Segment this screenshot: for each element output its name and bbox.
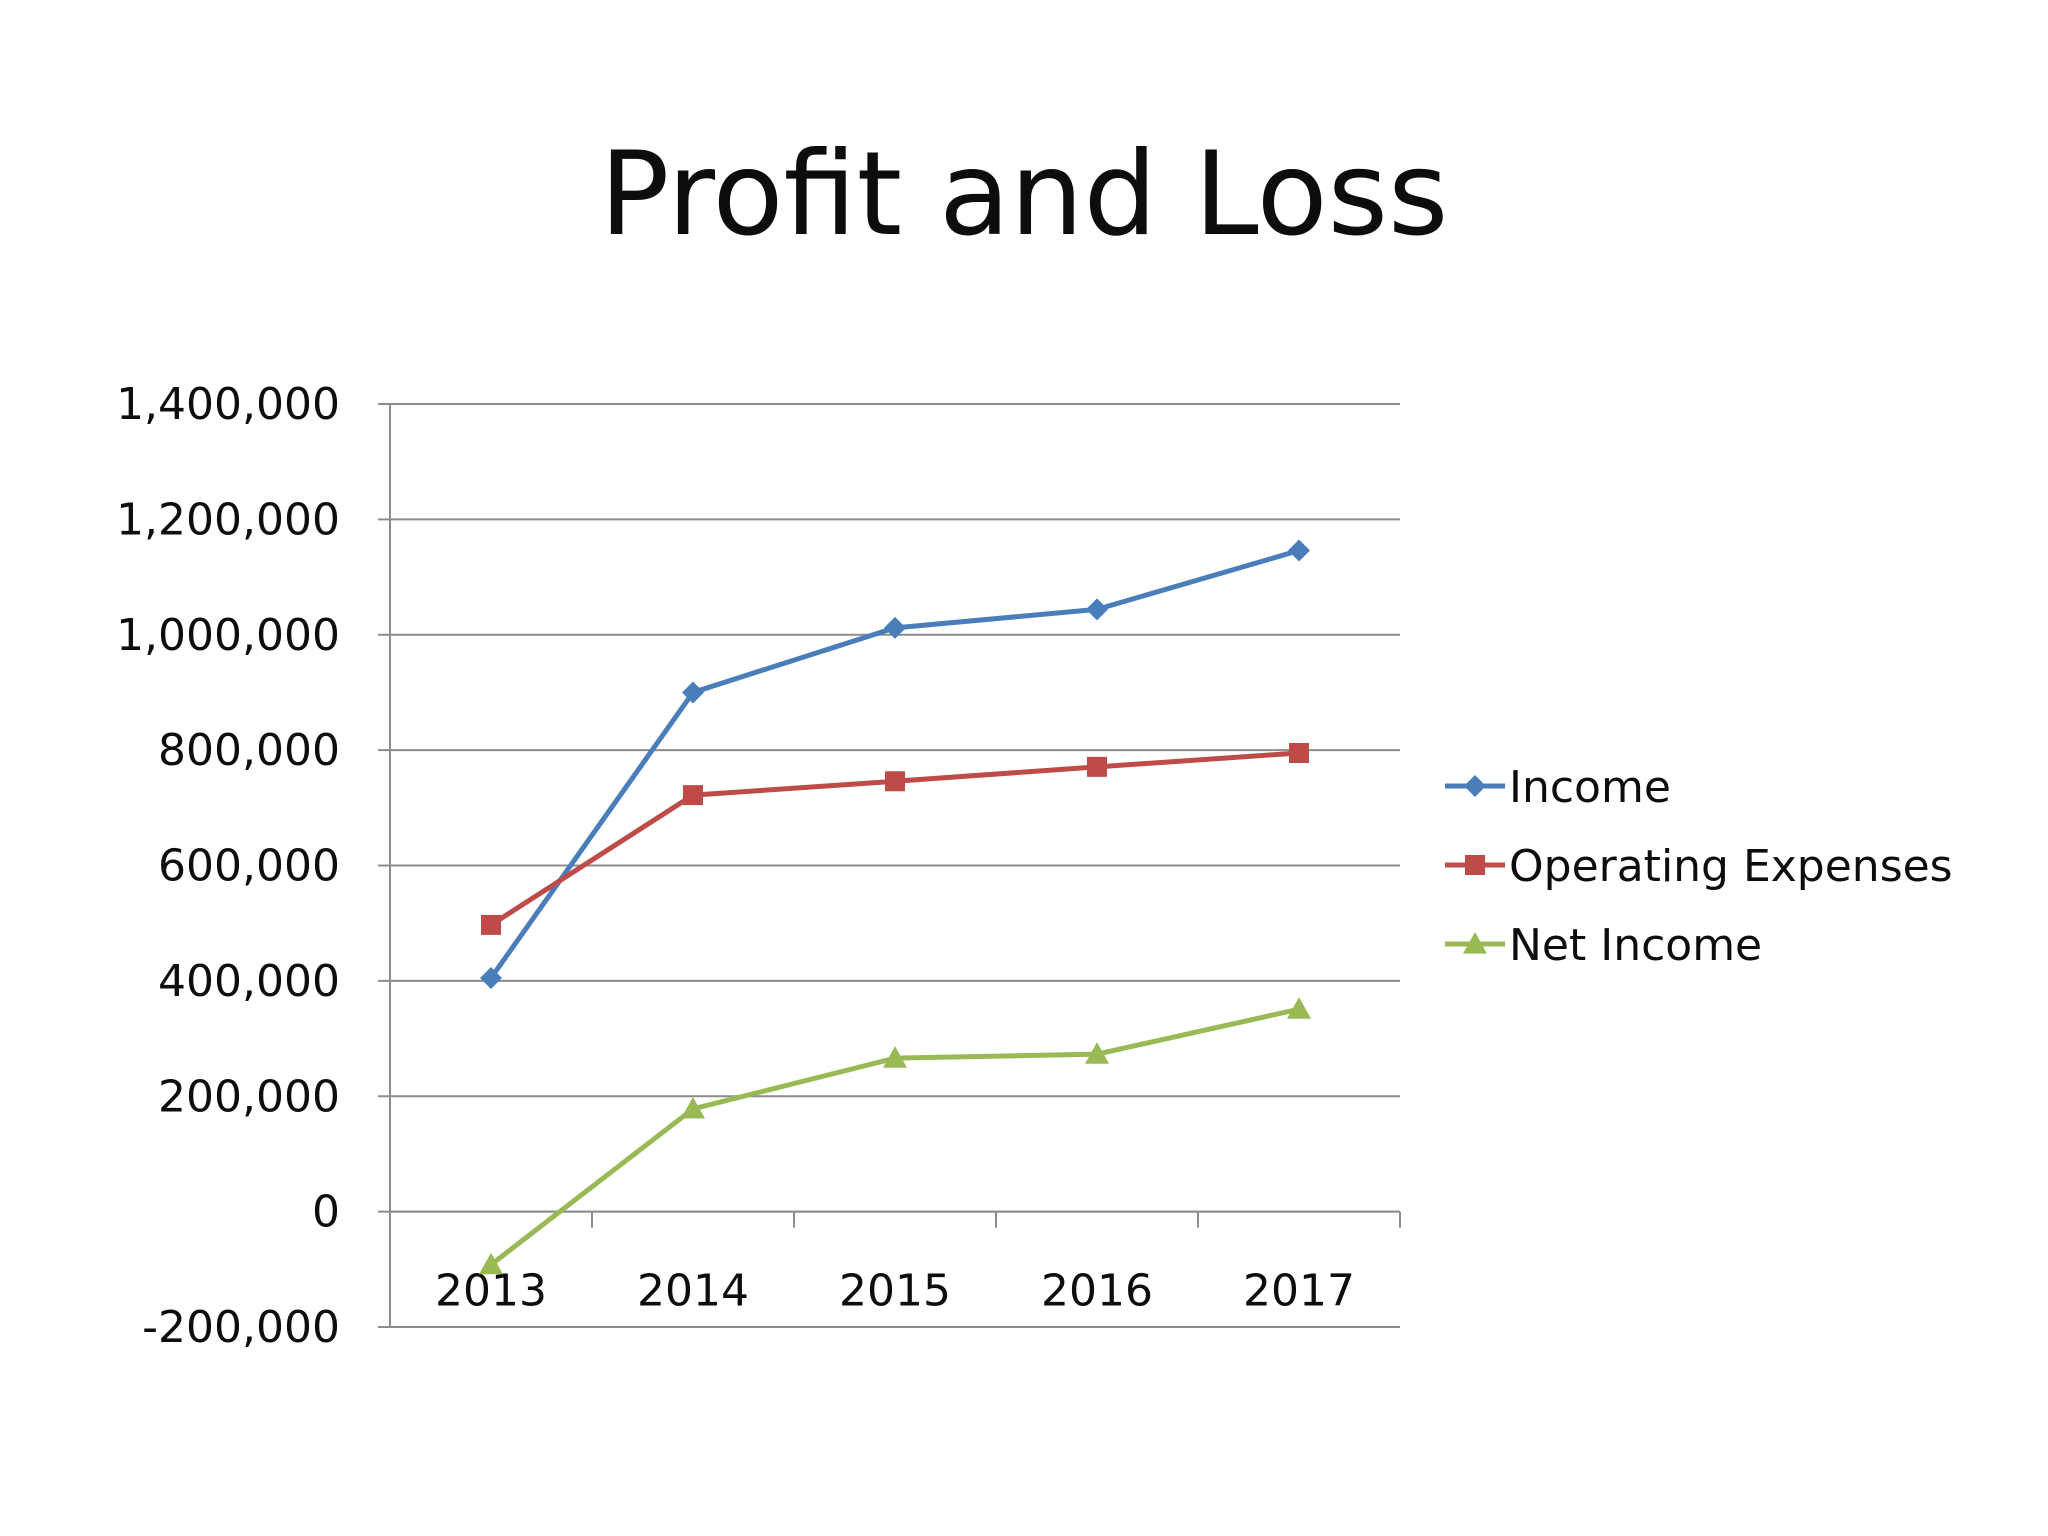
x-tick-label: 2016 (1041, 1266, 1153, 1317)
y-tick-label: 1,000,000 (116, 610, 340, 661)
data-point-income (682, 681, 704, 704)
y-tick-label: 800,000 (158, 725, 340, 776)
x-axis-tick-labels: 2013 2014 2015 2016 2017 (435, 1266, 1355, 1317)
y-tick-label: 600,000 (158, 841, 340, 892)
x-tick-label: 2014 (637, 1266, 749, 1317)
legend-marker (1465, 855, 1485, 875)
data-point-income (1086, 598, 1108, 621)
data-point-income (1288, 539, 1310, 562)
legend-item-operating-expenses: Operating Expenses (1445, 841, 1953, 892)
data-point-operating-expenses (1289, 743, 1309, 764)
x-tick-label: 2015 (839, 1266, 951, 1317)
data-point-net-income (1287, 997, 1311, 1019)
chart-title: Profit and Loss (599, 127, 1449, 262)
legend: Income Operating Expenses Net Income (1445, 762, 1953, 971)
data-point-operating-expenses (683, 785, 703, 806)
data-point-income (480, 966, 502, 989)
legend-marker (1463, 932, 1487, 954)
data-point-operating-expenses (481, 914, 501, 935)
legend-label: Net Income (1509, 920, 1762, 971)
legend-label: Operating Expenses (1509, 841, 1953, 892)
data-point-net-income (1085, 1042, 1109, 1064)
series-net-income (479, 997, 1311, 1275)
y-tick-label: 1,400,000 (116, 379, 340, 430)
series-line-income (488, 548, 1300, 980)
legend-item-net-income: Net Income (1445, 920, 1762, 971)
y-tick-label: 200,000 (158, 1071, 340, 1122)
axes (378, 403, 1401, 1328)
legend-label: Income (1509, 762, 1671, 813)
y-tick-label: -200,000 (142, 1302, 340, 1353)
y-tick-label: 400,000 (158, 956, 340, 1007)
data-point-net-income (883, 1046, 907, 1068)
data-point-net-income (681, 1096, 705, 1119)
legend-marker (1464, 775, 1486, 797)
y-tick-label: 0 (312, 1187, 340, 1238)
series-income (480, 539, 1310, 989)
series-lines (479, 539, 1311, 1275)
legend-item-income: Income (1445, 762, 1671, 813)
data-point-net-income (479, 1252, 503, 1275)
gridlines (390, 403, 1400, 1328)
data-point-operating-expenses (1087, 756, 1107, 777)
y-tick-label: 1,200,000 (116, 494, 340, 545)
data-point-income (884, 616, 906, 639)
data-point-operating-expenses (885, 771, 905, 792)
y-axis-tick-labels: 1,400,000 1,200,000 1,000,000 800,000 600,00… (116, 379, 340, 1353)
series-operating-expenses (481, 743, 1309, 935)
x-tick-label: 2017 (1243, 1266, 1355, 1317)
